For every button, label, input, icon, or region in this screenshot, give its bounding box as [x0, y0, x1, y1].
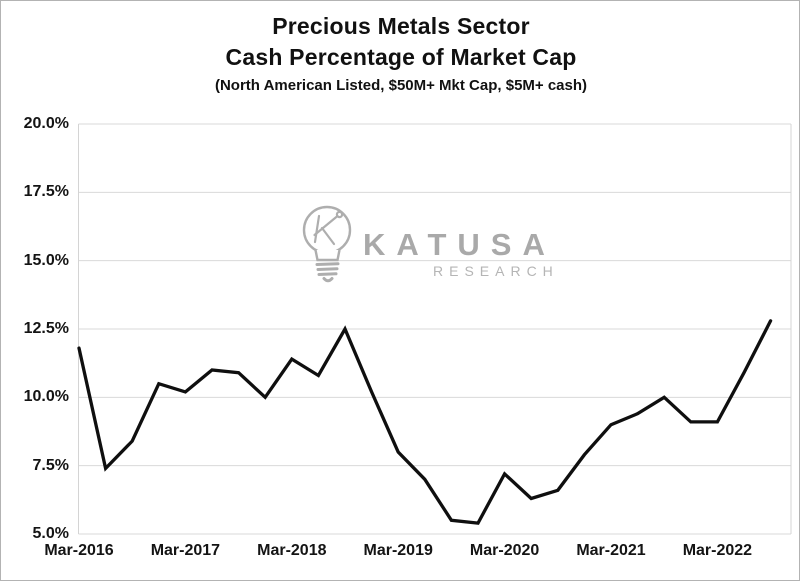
cash-percentage-line — [77, 319, 773, 525]
x-tick-label: Mar-2021 — [576, 542, 646, 559]
bulb-k-monogram — [313, 210, 344, 246]
x-tick-label: Mar-2020 — [469, 542, 540, 559]
chart-header: Precious Metals Sector Cash Percentage o… — [1, 11, 799, 97]
y-tick-label: 10.0% — [23, 388, 69, 406]
chart-title-line1: Precious Metals Sector — [272, 13, 530, 39]
data-series — [77, 319, 773, 525]
x-tick-label: Mar-2016 — [44, 542, 114, 559]
y-tick-label: 17.5% — [23, 183, 69, 201]
chart-subtitle: (North American Listed, $50M+ Mkt Cap, $… — [214, 77, 588, 94]
y-tick-label: 12.5% — [23, 320, 69, 337]
watermark-brand-text: KATUSA — [363, 227, 556, 262]
x-tick-label: Mar-2018 — [257, 542, 327, 559]
y-tick-label: 5.0% — [32, 525, 69, 542]
gridlines — [78, 123, 792, 535]
katusa-lightbulb-icon — [302, 205, 352, 283]
x-tick-label: Mar-2022 — [682, 542, 753, 559]
y-tick-label: 15.0% — [23, 251, 69, 269]
y-axis: 20.0% 17.5% 15.0% 12.5% 10.0% 7.5% 5.0% — [1, 1, 69, 580]
y-tick-label: 7.5% — [32, 456, 69, 474]
x-tick-label: Mar-2019 — [363, 542, 433, 559]
y-tick-label: 20.0% — [23, 115, 69, 132]
bulb-neck — [314, 249, 341, 262]
watermark-subbrand-text: RESEARCH — [433, 263, 559, 279]
x-tick-label: Mar-2017 — [150, 542, 221, 559]
bulb-screw-base — [315, 262, 340, 283]
chart-title-line2: Cash Percentage of Market Cap — [225, 44, 577, 70]
